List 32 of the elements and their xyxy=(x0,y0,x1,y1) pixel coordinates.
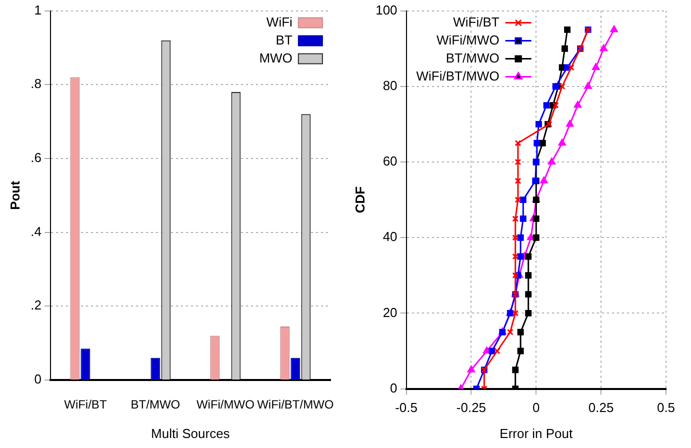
y-tick-label: 0 xyxy=(34,372,42,387)
x-tick-label: 0.25 xyxy=(588,400,614,416)
y-tick-label: 20 xyxy=(382,304,398,320)
x-axis-title: Error in Pout xyxy=(500,426,574,441)
x-tick-label: BT/MWO xyxy=(130,398,180,412)
y-tick-label: .8 xyxy=(30,76,42,92)
y-tick-label: 1 xyxy=(34,2,42,18)
x-tick-label: WiFi/MWO xyxy=(196,398,254,412)
legend-label: BT xyxy=(276,32,292,48)
legend-label: WiFi/BT xyxy=(453,14,500,30)
legend-label: WiFi/MWO xyxy=(436,32,500,48)
x-tick-label: -0.5 xyxy=(395,400,418,416)
y-axis-title: Pout xyxy=(7,180,22,210)
y-tick-label: .2 xyxy=(30,298,42,313)
x-tick-label: WiFi/BT xyxy=(64,398,108,412)
legend-label: MWO xyxy=(259,50,292,66)
y-tick-label: .6 xyxy=(30,150,42,166)
x-tick-label: 0.5 xyxy=(656,400,676,416)
x-axis-title: Multi Sources xyxy=(151,426,230,441)
legend-label: WiFi/BT/MWO xyxy=(416,68,500,84)
y-tick-label: .4 xyxy=(30,224,42,239)
x-tick-label: 0 xyxy=(532,400,540,416)
y-tick-label: 60 xyxy=(382,154,398,169)
y-axis-title: CDF xyxy=(352,186,368,214)
legend-label: WiFi xyxy=(266,14,293,30)
x-tick-label: WiFi/BT/MWO xyxy=(257,398,334,412)
y-tick-label: 80 xyxy=(382,78,398,93)
y-tick-label: 0 xyxy=(390,380,398,396)
y-tick-label: 40 xyxy=(382,229,398,244)
x-tick-label: -0.25 xyxy=(456,400,486,416)
y-tick-label: 100 xyxy=(376,2,398,18)
legend-label: BT/MWO xyxy=(446,50,500,66)
